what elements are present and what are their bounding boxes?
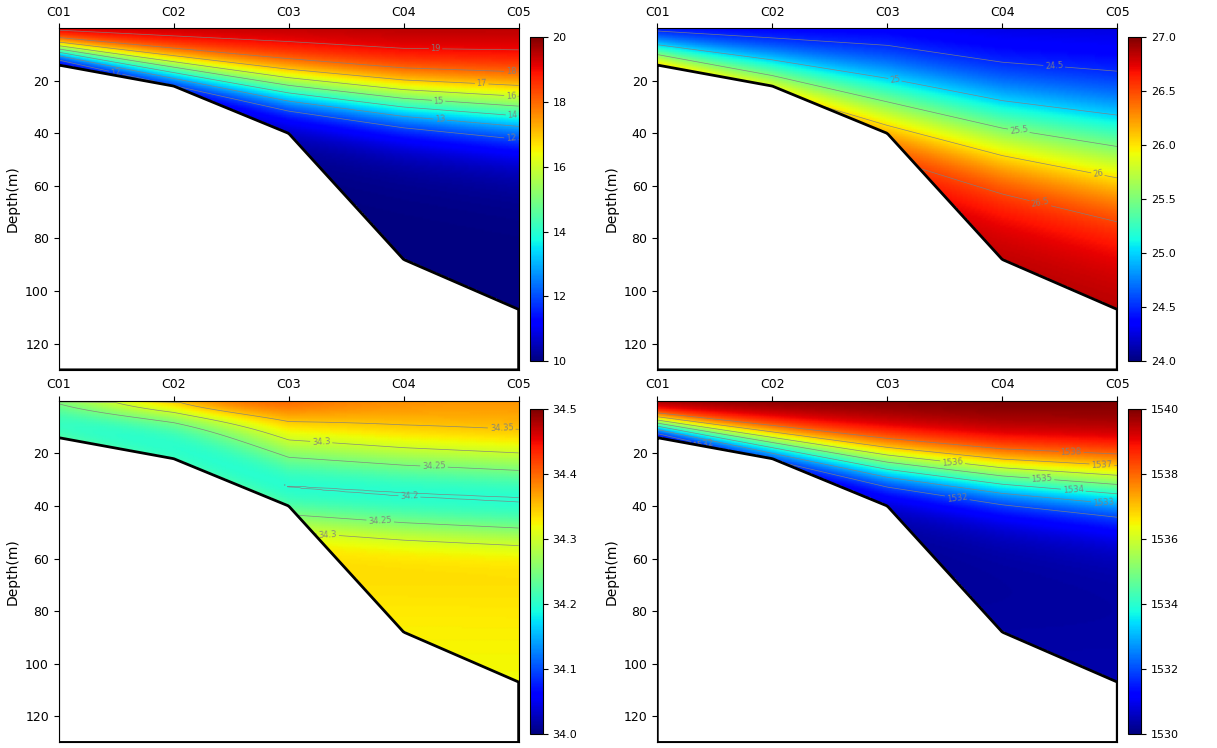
Text: 15: 15 — [433, 96, 444, 105]
Text: 34.2: 34.2 — [400, 491, 419, 501]
Y-axis label: Depth(m): Depth(m) — [604, 539, 618, 605]
Polygon shape — [657, 438, 1117, 743]
Text: 19: 19 — [431, 44, 441, 53]
Text: 1534: 1534 — [1062, 485, 1084, 495]
Text: 12: 12 — [505, 134, 516, 144]
Text: 18: 18 — [505, 67, 516, 76]
Text: 17: 17 — [476, 79, 487, 88]
Text: 34.3: 34.3 — [312, 437, 331, 447]
Text: 16: 16 — [505, 91, 516, 100]
Text: 34.3: 34.3 — [319, 530, 337, 540]
Y-axis label: Depth(m): Depth(m) — [6, 165, 19, 233]
Text: 1537: 1537 — [1092, 459, 1112, 470]
Text: 2014.06.18    Temperature(°C): 2014.06.18 Temperature(°C) — [82, 340, 274, 352]
Text: 25: 25 — [890, 75, 901, 85]
Text: 26: 26 — [1092, 169, 1104, 180]
Polygon shape — [58, 438, 518, 743]
Text: 34.25: 34.25 — [368, 516, 392, 526]
Text: 1535: 1535 — [1031, 473, 1053, 484]
Polygon shape — [657, 65, 1117, 370]
Text: 24.5: 24.5 — [1044, 61, 1064, 71]
Text: 25.5: 25.5 — [1009, 125, 1028, 136]
Text: 2014.06.18    Sigma-t(kg/m³): 2014.06.18 Sigma-t(kg/m³) — [680, 340, 863, 352]
Text: 1532: 1532 — [692, 438, 714, 450]
Text: 34.35: 34.35 — [489, 423, 514, 434]
Y-axis label: Depth(m): Depth(m) — [6, 539, 19, 605]
Text: 1536: 1536 — [942, 457, 964, 468]
Text: 1532: 1532 — [947, 492, 969, 503]
Text: 1538: 1538 — [1060, 447, 1082, 457]
Polygon shape — [58, 65, 518, 370]
Y-axis label: Depth(m): Depth(m) — [604, 165, 618, 233]
Text: 14: 14 — [507, 111, 518, 120]
Text: 2014.06.18    Sound Speed(m/s): 2014.06.18 Sound Speed(m/s) — [680, 712, 884, 725]
Text: 2014.06.18    Salinity(PSU): 2014.06.18 Salinity(PSU) — [82, 712, 249, 725]
Text: 34.25: 34.25 — [422, 462, 447, 471]
Text: 12: 12 — [110, 67, 122, 78]
Text: 1533: 1533 — [1093, 497, 1115, 508]
Text: 26.5: 26.5 — [1031, 197, 1050, 209]
Text: 13: 13 — [434, 114, 445, 124]
